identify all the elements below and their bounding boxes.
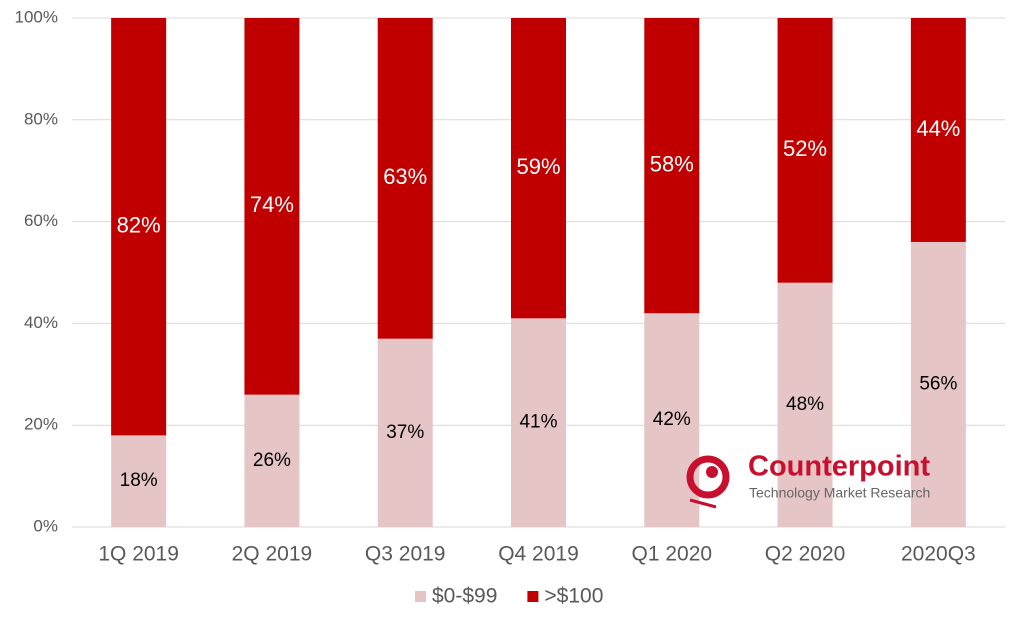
data-label: 26% [253,450,291,471]
data-label: 82% [117,213,161,238]
data-label: 58% [650,151,694,176]
bar-segment [511,18,566,319]
bar-segment [111,18,167,436]
bar-segment [111,435,167,527]
data-label: 48% [786,394,824,415]
data-label: 63% [383,164,427,189]
y-tick-label: 0% [33,516,58,535]
data-label: 52% [783,136,827,161]
logo-tail [689,498,717,509]
watermark: Counterpoint Technology Market Research [686,451,930,509]
logo-ring [686,455,730,499]
legend-label: >$100 [544,585,603,608]
watermark-title: Counterpoint [748,451,930,483]
data-label: 41% [519,412,557,433]
x-tick-label: Q3 2019 [365,543,446,566]
logo-dot [706,466,718,478]
bar-segment [777,282,833,527]
x-tick-label: Q1 2020 [631,543,712,566]
y-tick-label: 100% [15,7,58,26]
x-tick-label: Q2 2020 [765,543,846,566]
bar-segment [644,18,700,314]
data-label: 44% [916,116,960,141]
bar-segment [511,318,566,527]
bar-segment [244,394,300,527]
data-label: 59% [516,154,560,179]
y-tick-label: 40% [24,313,58,332]
bar-segment [377,18,433,339]
legend-swatch [527,591,539,602]
x-tick-label: Q4 2019 [498,543,579,566]
y-tick-label: 80% [24,109,58,128]
y-tick-label: 20% [24,415,58,434]
data-label: 74% [250,192,294,217]
data-label: 56% [919,373,957,394]
y-tick-label: 60% [24,211,58,230]
data-label: 18% [120,470,158,491]
legend-label: $0-$99 [432,585,497,608]
data-label: 42% [653,409,691,430]
x-tick-label: 2Q 2019 [232,543,313,566]
data-label: 37% [386,422,424,443]
bar-segment [377,338,433,527]
x-tick-label: 2020Q3 [901,543,976,566]
bar-segment [777,18,833,283]
watermark-subtitle: Technology Market Research [749,485,930,501]
bar-segment [244,18,300,395]
bar-segment [910,18,966,242]
bar-segment [644,313,700,527]
bar-segment [910,241,966,527]
legend-swatch [415,591,426,602]
x-tick-label: 1Q 2019 [98,543,179,566]
